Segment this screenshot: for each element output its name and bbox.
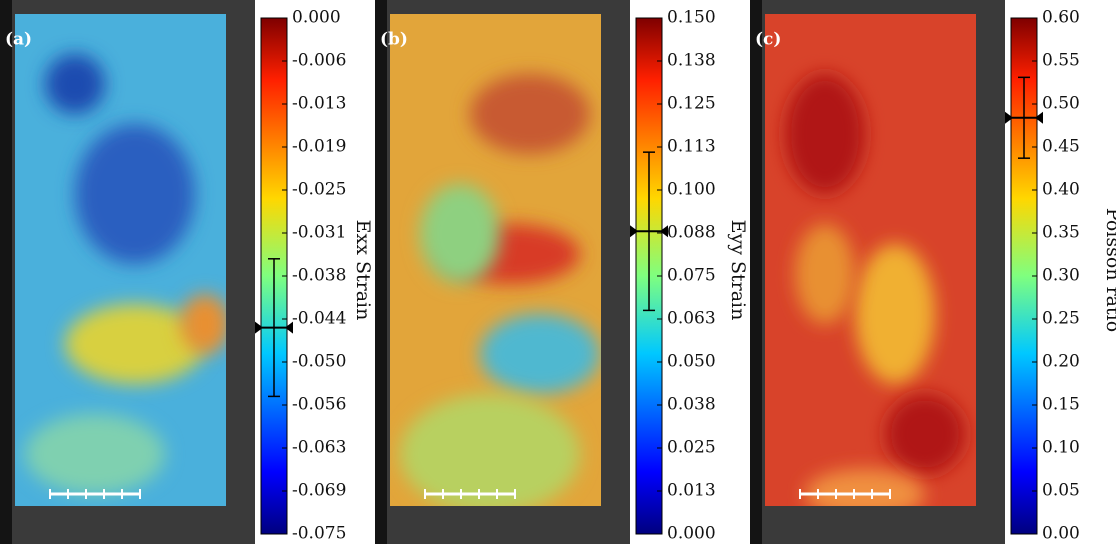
- colorbar-tick-label: 0.10: [1042, 438, 1080, 458]
- colorbar-label: Exx Strain: [352, 220, 374, 321]
- colorbar-tick-label: -0.013: [292, 94, 346, 114]
- strain-blob: [795, 224, 855, 324]
- colorbar-tick-label: 0.40: [1042, 180, 1080, 200]
- strain-blob: [470, 74, 590, 154]
- colorbar-tick-label: 0.113: [667, 137, 716, 157]
- figure: (a) 0.000 -0.006 -0.013 -0.019 -0.025 -0.031 -0…: [0, 0, 1116, 544]
- colorbar-tick-label: 0.125: [667, 94, 716, 114]
- colorbar-tick-label: 0.000: [667, 524, 716, 544]
- colorbar-tick-label: -0.031: [292, 223, 346, 243]
- colorbar-tick-label: -0.063: [292, 438, 346, 458]
- strain-blob: [855, 244, 935, 384]
- colorbar-tick-label: -0.069: [292, 481, 346, 501]
- colorbar-tick-label: 0.05: [1042, 481, 1080, 501]
- colorbar-tick-label: -0.025: [292, 180, 346, 200]
- panel-label: (c): [755, 30, 781, 50]
- specimen-edge: [750, 0, 762, 544]
- specimen-edge: [375, 0, 387, 544]
- colorbar-tick-label: 0.025: [667, 438, 716, 458]
- strain-blob: [25, 414, 165, 494]
- colorbar-tick-label: 0.45: [1042, 137, 1080, 157]
- colorbar-tick-label: 0.100: [667, 180, 716, 200]
- strain-blob: [400, 394, 580, 514]
- colorbar-tick-label: -0.056: [292, 395, 346, 415]
- colorbar-tick-label: 0.00: [1042, 524, 1080, 544]
- colorbar-tick-label: 0.25: [1042, 309, 1080, 329]
- colorbar-tick-label: 0.013: [667, 481, 716, 501]
- strain-map: [15, 14, 230, 506]
- colorbar-tick-label: 0.30: [1042, 266, 1080, 286]
- colorbar-tick-label: -0.038: [292, 266, 346, 286]
- colorbar-tick-label: 0.35: [1042, 223, 1080, 243]
- colorbar-tick-label: -0.006: [292, 51, 346, 71]
- colorbar-tick-label: 0.15: [1042, 395, 1080, 415]
- colorbar-tick-label: -0.044: [292, 309, 346, 329]
- colorbar-tick-label: 0.20: [1042, 352, 1080, 372]
- strain-map: [390, 14, 601, 514]
- strain-blob: [480, 314, 600, 394]
- colorbar-label: Poisson ratio: [1102, 208, 1116, 332]
- colorbar-tick-label: 0.050: [667, 352, 716, 372]
- strain-blob: [75, 124, 195, 264]
- colorbar-tick-label: -0.050: [292, 352, 346, 372]
- strain-map: [765, 14, 976, 519]
- colorbar-tick-label: 0.075: [667, 266, 716, 286]
- strain-blob: [785, 74, 865, 194]
- colorbar-tick-label: 0.138: [667, 51, 716, 71]
- colorbar-tick-label: 0.000: [292, 8, 341, 28]
- strain-blob: [180, 294, 230, 354]
- strain-blob: [420, 184, 500, 284]
- colorbar-tick-label: -0.019: [292, 137, 346, 157]
- colorbar-tick-label: 0.60: [1042, 8, 1080, 28]
- colorbar-label: Eyy Strain: [727, 220, 749, 321]
- strain-blob: [885, 394, 965, 474]
- colorbar-tick-label: 0.55: [1042, 51, 1080, 71]
- colorbar-tick-label: 0.088: [667, 223, 716, 243]
- panel-label: (b): [380, 30, 408, 50]
- colorbar-tick-label: 0.150: [667, 8, 716, 28]
- colorbar-tick-label: 0.50: [1042, 94, 1080, 114]
- specimen-edge: [0, 0, 12, 544]
- panel-label: (a): [5, 30, 32, 50]
- colorbar-tick-label: 0.063: [667, 309, 716, 329]
- colorbar-tick-label: -0.075: [292, 524, 346, 544]
- strain-blob: [45, 54, 105, 114]
- colorbar-tick-label: 0.038: [667, 395, 716, 415]
